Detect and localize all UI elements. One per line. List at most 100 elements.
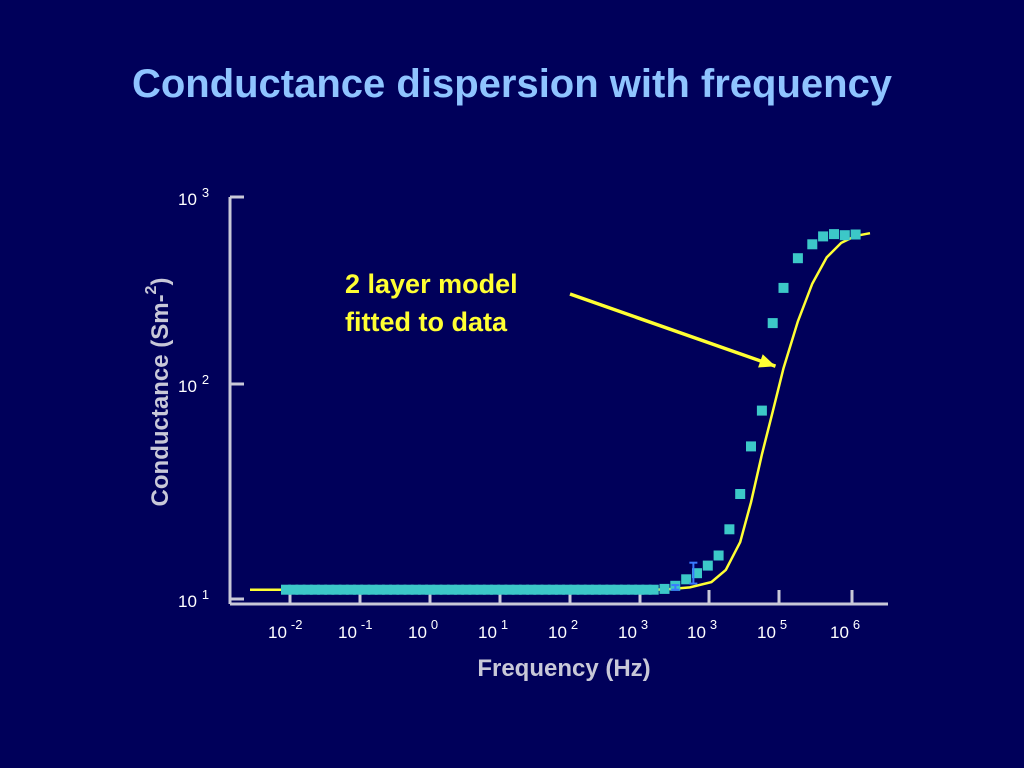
data-point	[425, 584, 436, 595]
data-point	[767, 318, 778, 329]
x-tick-label: 10 3	[618, 617, 648, 642]
x-tick-label: 10 2	[548, 617, 578, 642]
data-point	[792, 253, 803, 264]
data-point	[374, 584, 385, 595]
data-point	[713, 550, 724, 561]
data-point	[807, 239, 818, 250]
data-point	[345, 584, 356, 595]
data-point	[475, 584, 486, 595]
data-point	[295, 584, 306, 595]
data-point	[446, 584, 457, 595]
data-point	[598, 584, 609, 595]
error-bar	[689, 561, 698, 585]
data-point	[468, 584, 479, 595]
data-point	[461, 584, 472, 595]
axis-labels-layer: 10 1 10 2 10 3 10 -2 10 -1 10 0 10 1 10 2 10 3 10 3 10 5 10 6 Fr…	[143, 185, 860, 682]
data-points-layer	[281, 229, 861, 595]
data-point	[367, 584, 378, 595]
axes	[228, 197, 888, 606]
data-point	[547, 584, 558, 595]
data-point	[533, 584, 544, 595]
data-point	[288, 584, 299, 595]
data-point	[778, 282, 789, 293]
fit-curve-layer	[250, 231, 871, 591]
data-point	[353, 584, 364, 595]
data-point	[526, 584, 537, 595]
annotation-layer: 2 layer model fitted to data	[345, 269, 777, 368]
annotation-arrow-line	[569, 292, 777, 368]
x-tick-label: 10 6	[830, 617, 860, 642]
data-point	[281, 584, 291, 595]
data-point	[692, 568, 702, 579]
data-point	[735, 489, 746, 499]
annotation-arrowhead	[758, 354, 776, 368]
data-point	[562, 584, 573, 595]
x-tick-label: 10 0	[408, 617, 438, 642]
x-tick-label: 10 1	[478, 617, 508, 642]
data-point	[418, 584, 428, 595]
data-point	[746, 441, 756, 452]
annotation-text: fitted to data	[345, 307, 508, 337]
x-tick-label: 10 5	[757, 617, 787, 642]
tick-marks	[230, 195, 854, 604]
data-point	[724, 524, 735, 535]
data-point	[403, 584, 414, 595]
data-point	[324, 584, 335, 595]
y-tick-label: 10 1	[178, 587, 209, 611]
data-point	[659, 583, 670, 594]
data-point	[569, 584, 580, 595]
data-point	[360, 584, 371, 595]
data-point	[648, 584, 659, 595]
data-point	[410, 584, 421, 595]
data-point	[511, 584, 522, 595]
data-point	[382, 584, 392, 595]
data-point	[519, 584, 529, 595]
data-point	[482, 584, 493, 595]
data-point	[439, 584, 450, 595]
x-axis-label: Frequency (Hz)	[477, 655, 650, 682]
data-point	[454, 584, 465, 595]
y-tick-label: 10 2	[178, 372, 209, 396]
data-point	[829, 229, 839, 240]
data-point	[641, 584, 652, 595]
data-point	[302, 584, 313, 595]
data-point	[839, 230, 850, 241]
data-point	[331, 584, 342, 595]
data-point	[309, 584, 320, 595]
data-point	[591, 584, 601, 595]
data-point	[583, 584, 594, 595]
data-point	[490, 584, 501, 595]
data-point	[540, 584, 551, 595]
data-point	[619, 584, 630, 595]
y-axis-label: Conductance (Sm-2)	[143, 278, 174, 507]
data-point	[681, 574, 692, 585]
page-title: Conductance dispersion with frequency	[131, 62, 893, 106]
data-point	[317, 584, 328, 595]
data-point	[605, 584, 616, 595]
annotation-text: 2 layer model	[345, 269, 518, 299]
data-point	[702, 560, 713, 571]
error-bar	[671, 584, 680, 591]
data-point	[396, 584, 407, 595]
data-point	[576, 584, 587, 595]
x-tick-label: 10 3	[687, 617, 717, 642]
fit-curve	[250, 231, 871, 591]
data-point	[756, 405, 767, 416]
data-point	[338, 584, 349, 595]
data-point	[504, 584, 515, 595]
data-point	[432, 584, 443, 595]
x-tick-label: 10 -2	[268, 617, 302, 642]
data-point	[389, 584, 400, 595]
data-point	[555, 584, 565, 595]
error-bars-layer	[671, 561, 698, 591]
data-point	[612, 584, 623, 595]
data-point	[634, 584, 645, 595]
data-point	[627, 584, 638, 595]
data-point	[497, 584, 508, 595]
y-tick-label: 10 3	[178, 185, 209, 209]
x-tick-label: 10 -1	[338, 617, 372, 642]
data-point	[818, 231, 829, 242]
data-point	[850, 229, 861, 240]
